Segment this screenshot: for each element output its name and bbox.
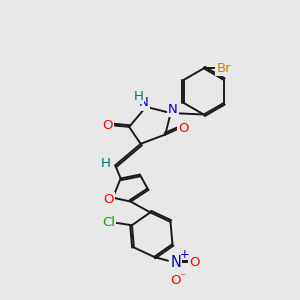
Text: Br: Br bbox=[217, 62, 231, 75]
Text: N: N bbox=[170, 255, 181, 270]
Text: +: + bbox=[180, 248, 189, 261]
Text: Cl: Cl bbox=[102, 216, 116, 229]
Text: O: O bbox=[178, 122, 189, 135]
Text: O: O bbox=[170, 274, 181, 287]
Text: H: H bbox=[134, 90, 143, 103]
Text: O: O bbox=[102, 119, 113, 132]
Text: H: H bbox=[101, 157, 111, 170]
Text: ⁻: ⁻ bbox=[180, 271, 186, 284]
Text: N: N bbox=[139, 97, 148, 110]
Text: O: O bbox=[189, 256, 200, 269]
Text: O: O bbox=[103, 193, 114, 206]
Text: N: N bbox=[168, 103, 178, 116]
